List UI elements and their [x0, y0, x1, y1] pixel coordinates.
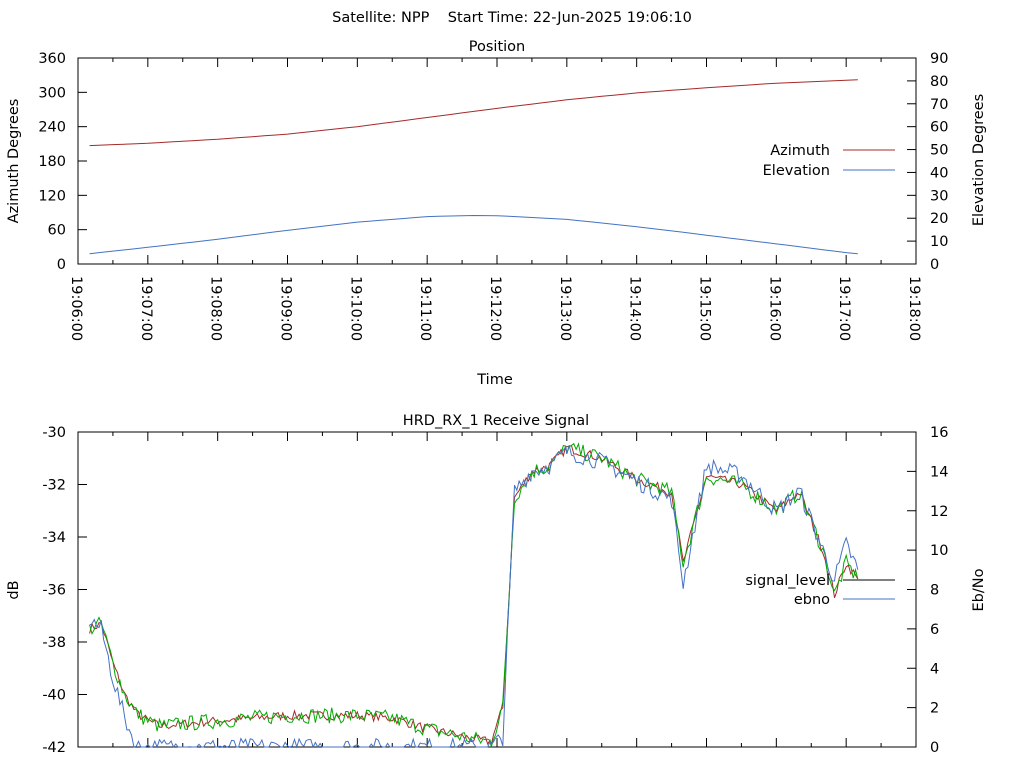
signal-y-tick-label: -42: [42, 740, 66, 756]
position-x-tick-label: 19:09:00: [278, 276, 294, 341]
signal-chart-title: HRD_RX_1 Receive Signal: [403, 413, 589, 429]
position-y-tick-label: 240: [38, 120, 66, 136]
position-y-tick-label: 300: [38, 85, 66, 101]
position-axes: 19:06:00 19:07:00 19:08:00 19:09:00 19:10:00…: [38, 51, 948, 341]
position-y2-axis-label: Elevation Degrees: [971, 94, 987, 226]
position-x-axis-label: Time: [476, 372, 513, 388]
signal-y-tick-label: -34: [42, 530, 66, 546]
position-x-tick-label: 19:14:00: [627, 276, 643, 341]
signal-y2-tick-label: 2: [930, 701, 939, 717]
signal-plot-frame: [77, 431, 917, 748]
signal-y-tick-label: -30: [42, 425, 66, 441]
position-y2-tick-label: 0: [930, 257, 939, 273]
position-legend: Azimuth Elevation: [763, 143, 895, 179]
position-y-tick-label: 0: [57, 257, 66, 273]
ebno-series-line: [89, 444, 859, 749]
azimuth-series-line: [89, 79, 858, 147]
position-y2-tick-label: 20: [930, 211, 948, 227]
position-x-tick-label: 19:08:00: [208, 276, 224, 341]
elevation-legend-label: Elevation: [763, 163, 830, 179]
signal-level-series-line: [89, 444, 859, 746]
position-y2-tick-label: 80: [930, 74, 948, 90]
position-y2-tick-label: 70: [930, 97, 948, 113]
position-x-tick-label: 19:16:00: [766, 276, 782, 341]
position-y2-tick-label: 90: [930, 51, 948, 67]
signal-y2-tick-label: 8: [930, 583, 939, 599]
signal-level-noise-line: [89, 442, 859, 748]
signal-y2-tick-label: 16: [930, 425, 948, 441]
position-plot-frame: [77, 57, 917, 265]
signal-y2-axis-label: Eb/No: [971, 568, 987, 611]
position-y2-tick-label: 40: [930, 165, 948, 181]
elevation-series-line: [89, 214, 858, 255]
position-x-tick-label: 19:12:00: [487, 276, 503, 341]
position-y-tick-label: 180: [38, 154, 66, 170]
signal-y2-tick-label: 14: [930, 464, 948, 480]
position-y-axis-label: Azimuth Degrees: [6, 99, 22, 224]
position-chart-title: Position: [469, 39, 525, 55]
signal-y2-tick-label: 4: [930, 661, 939, 677]
position-series: [89, 79, 858, 255]
position-y-tick-label: 360: [38, 51, 66, 67]
signal-chart: HRD_RX_1 Receive Signal -30-32-34-36-38-…: [6, 413, 987, 756]
position-x-tick-label: 19:18:00: [906, 276, 922, 341]
signal-y2-tick-label: 6: [930, 622, 939, 638]
position-x-tick-label: 19:11:00: [417, 276, 433, 341]
position-y2-tick-label: 60: [930, 120, 948, 136]
signal-y2-tick-label: 12: [930, 504, 948, 520]
signal-y-tick-label: -40: [42, 688, 66, 704]
position-y-tick-label: 120: [38, 188, 66, 204]
figure-header: Satellite: NPP Start Time: 22-Jun-2025 1…: [332, 10, 692, 26]
position-x-tick-label: 19:17:00: [836, 276, 852, 341]
signal-series: [89, 442, 859, 749]
position-y2-tick-label: 50: [930, 143, 948, 159]
signal-y-tick-label: -38: [42, 635, 66, 651]
azimuth-legend-label: Azimuth: [770, 143, 830, 159]
signal-y2-tick-label: 0: [930, 740, 939, 756]
signal-level-legend-label: signal_level: [745, 573, 830, 589]
signal-y2-tick-label: 10: [930, 543, 948, 559]
position-x-tick-label: 19:10:00: [347, 276, 363, 341]
signal-y-tick-label: -36: [42, 583, 66, 599]
ebno-legend-label: ebno: [794, 592, 830, 608]
position-y-tick-label: 60: [48, 223, 66, 239]
position-x-tick-label: 19:06:00: [68, 276, 84, 341]
position-x-tick-label: 19:13:00: [557, 276, 573, 341]
signal-y-axis-label: dB: [6, 580, 22, 599]
position-x-tick-label: 19:15:00: [697, 276, 713, 341]
position-y2-tick-label: 30: [930, 188, 948, 204]
signal-y-tick-label: -32: [42, 478, 66, 494]
signal-axes: -30 -32 -34 -36 -38 -40 -42 0 2 4 6 8 10 12 14 16: [42, 425, 948, 756]
position-x-tick-label: 19:07:00: [138, 276, 154, 341]
position-chart: Position 19:06:00 19:07:00 19:08:00 19:09:0…: [6, 39, 987, 388]
position-y2-tick-label: 10: [930, 234, 948, 250]
